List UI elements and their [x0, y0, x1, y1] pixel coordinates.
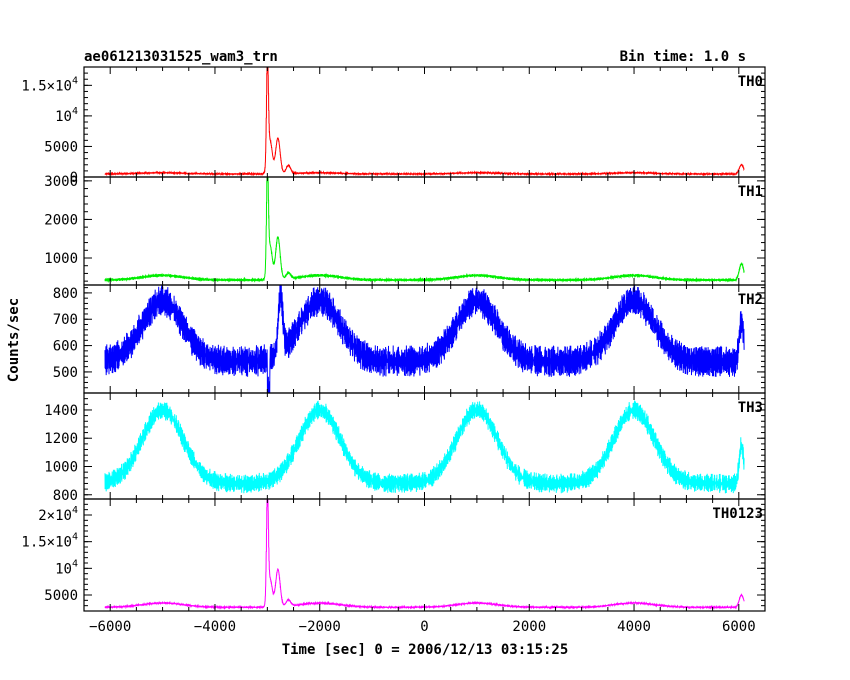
panel-th3: 800 1000 1200 1400 TH3	[44, 392, 766, 504]
y-tick-label: 0	[70, 170, 78, 186]
y-tick-label: 1400	[44, 403, 78, 419]
y-tick-label: 5000	[44, 588, 78, 604]
panel-label: TH3	[738, 400, 763, 416]
y-tick-label: 2×104	[38, 505, 78, 524]
y-tick-label: 3000	[44, 174, 78, 190]
x-tick-label: −2000	[299, 619, 341, 635]
y-tick-label: 104	[55, 558, 78, 577]
y-tick-label: 1.5×104	[21, 532, 78, 551]
y-tick-label: 104	[55, 106, 78, 125]
panel-th0: 0 5000 104 1.5×104 TH0	[21, 66, 766, 186]
y-tick-label: 1.5×104	[21, 75, 78, 94]
series-line-th2	[104, 285, 745, 393]
y-tick-label: 5000	[44, 139, 78, 155]
panel-label: TH0123	[712, 506, 763, 522]
panel-label: TH2	[738, 292, 763, 308]
panel-label: TH1	[738, 184, 763, 200]
y-tick-label: 1000	[44, 251, 78, 267]
y-tick-label: 1000	[44, 459, 78, 475]
x-tick-label: 0	[420, 619, 428, 635]
y-tick-label: 600	[53, 339, 78, 355]
y-tick-label: 800	[53, 488, 78, 504]
panel-frame	[83, 176, 766, 286]
x-tick-label: 2000	[512, 619, 546, 635]
y-tick-label: 700	[53, 312, 78, 328]
panel-th1: 1000 2000 3000 TH1	[44, 174, 766, 286]
bin-time-label: Bin time: 1.0 s	[620, 49, 746, 65]
y-tick-label: 800	[53, 286, 78, 302]
chart-title: ae061213031525_wam3_trn	[84, 49, 278, 65]
panel-frame	[83, 66, 766, 178]
panel-th2: 500 600 700 800 TH2	[53, 284, 766, 394]
panels-group: 0 5000 104 1.5×104 TH0 1000 2000 3000 TH1 500 600 7…	[21, 66, 766, 612]
x-tick-label: 4000	[617, 619, 651, 635]
y-tick-label: 2000	[44, 212, 78, 228]
y-axis-label: Counts/sec	[6, 298, 22, 382]
y-tick-label: 500	[53, 365, 78, 381]
x-tick-label: 6000	[722, 619, 756, 635]
x-axis-label: Time [sec] 0 = 2006/12/13 03:15:25	[282, 642, 569, 658]
y-tick-label: 1200	[44, 431, 78, 447]
x-tick-label: −6000	[89, 619, 131, 635]
series-line-th3	[104, 400, 745, 494]
panel-th0123: 5000 104 1.5×104 2×104 TH0123	[21, 498, 766, 612]
x-axis: −6000 −4000 −2000 0 2000 4000 6000	[89, 619, 756, 635]
panel-frame	[83, 498, 766, 612]
panel-label: TH0	[738, 74, 763, 90]
x-tick-label: −4000	[194, 619, 236, 635]
